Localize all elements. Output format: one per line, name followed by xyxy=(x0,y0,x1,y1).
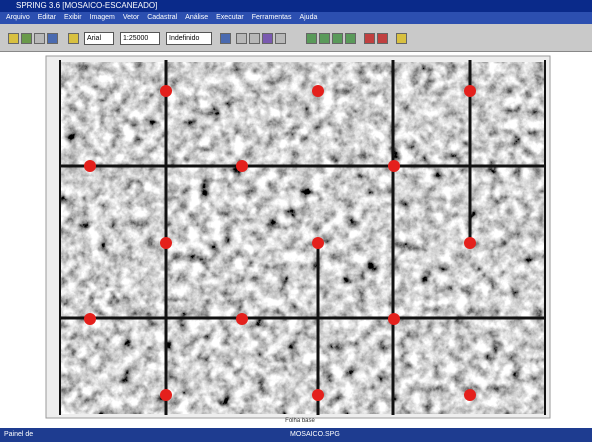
tool-button[interactable] xyxy=(34,33,45,44)
tool-button[interactable] xyxy=(21,33,32,44)
scale-input[interactable]: 1:25000 xyxy=(120,32,160,45)
tool-button[interactable] xyxy=(220,33,231,44)
menu-item[interactable]: Cadastral xyxy=(147,14,178,21)
map-canvas: Folha base xyxy=(45,55,551,424)
tool-button[interactable] xyxy=(306,33,317,44)
tool-button[interactable] xyxy=(319,33,330,44)
tool-button[interactable] xyxy=(68,33,79,44)
status-text: MOSAICO.SPG xyxy=(290,431,340,438)
grid xyxy=(59,60,546,415)
tool-button[interactable] xyxy=(8,33,19,44)
tool-button[interactable] xyxy=(377,33,388,44)
tool-button[interactable] xyxy=(275,33,286,44)
tool-button[interactable] xyxy=(332,33,343,44)
tool-button[interactable] xyxy=(249,33,260,44)
menu-item[interactable]: Exibir xyxy=(64,14,82,21)
font-input[interactable]: Arial xyxy=(84,32,114,45)
taskbar: Painel de MOSAICO.SPG xyxy=(0,428,592,442)
tool-button[interactable] xyxy=(345,33,356,44)
menu-item[interactable]: Executar xyxy=(216,14,244,21)
toolbar: Arial 1:25000 Indefinido xyxy=(0,24,592,52)
map-image xyxy=(60,62,544,414)
tool-button[interactable] xyxy=(396,33,407,44)
menu-item[interactable]: Editar xyxy=(37,14,57,21)
tool-button[interactable] xyxy=(236,33,247,44)
menu-item[interactable]: Ferramentas xyxy=(251,14,292,21)
start-button[interactable]: Painel de xyxy=(4,431,34,438)
tool-button[interactable] xyxy=(47,33,58,44)
menu-item[interactable]: Arquivo xyxy=(6,14,30,21)
menu-item[interactable]: Imagem xyxy=(89,14,115,21)
title-bar: SPRING 3.6 [MOSAICO-ESCANEADO] xyxy=(0,0,592,12)
map-caption: Folha base xyxy=(285,418,315,424)
menu-item[interactable]: Análise xyxy=(185,14,209,21)
menu-bar: Arquivo Editar Exibir Imagem Vetor Cadastral A… xyxy=(0,12,592,24)
tool-button[interactable] xyxy=(262,33,273,44)
style-input[interactable]: Indefinido xyxy=(166,32,212,45)
control-points xyxy=(84,85,476,401)
tool-button[interactable] xyxy=(364,33,375,44)
menu-item[interactable]: Ajuda xyxy=(299,14,318,21)
menu-item[interactable]: Vetor xyxy=(122,14,140,21)
